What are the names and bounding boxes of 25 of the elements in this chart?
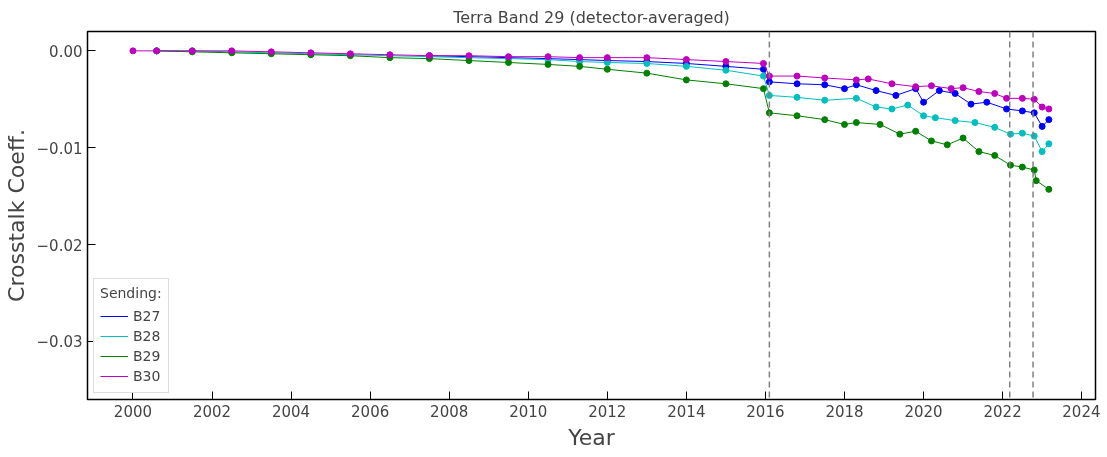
x-tick-label: 2014 [667, 402, 706, 421]
x-tick-label: 2010 [509, 402, 548, 421]
legend-title: Sending: [100, 285, 162, 301]
x-tick-label: 2008 [430, 402, 469, 421]
legend-label: B28 [133, 328, 161, 344]
y-tick-label: −0.01 [36, 139, 83, 158]
x-tick-label: 2012 [588, 402, 627, 421]
x-tick-label: 2006 [351, 402, 390, 421]
chart-title: Terra Band 29 (detector-averaged) [452, 7, 730, 27]
y-axis-title: Crosstalk Coeff. [3, 129, 29, 302]
x-tick-label: 2016 [746, 402, 785, 421]
x-axis-title: Year [567, 424, 616, 450]
legend-label: B27 [133, 308, 161, 324]
y-tick-label: 0.00 [49, 42, 83, 61]
x-tick-label: 2000 [113, 402, 153, 421]
y-tick-label: −0.03 [36, 333, 83, 352]
x-tick-label: 2004 [271, 402, 311, 421]
x-tick-label: 2018 [825, 402, 864, 421]
y-tick-label: −0.02 [36, 236, 83, 255]
x-tick-label: 2022 [983, 402, 1022, 421]
legend-label: B30 [133, 368, 161, 384]
x-tick-label: 2002 [192, 402, 232, 421]
legend-label: B29 [133, 348, 161, 364]
x-tick-label: 2024 [1062, 402, 1101, 421]
x-tick-label: 2020 [904, 402, 943, 421]
